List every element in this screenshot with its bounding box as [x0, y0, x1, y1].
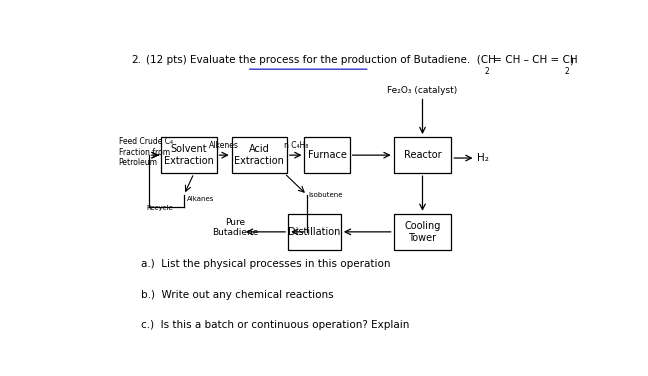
Text: Pure
Butadiene: Pure Butadiene — [213, 218, 259, 237]
Text: (12 pts) Evaluate the process for the production of Butadiene.  (CH: (12 pts) Evaluate the process for the pr… — [146, 55, 496, 65]
Text: ): ) — [569, 55, 573, 65]
FancyBboxPatch shape — [161, 137, 216, 173]
Text: n C₄H₈: n C₄H₈ — [284, 141, 308, 150]
Text: Feed Crude C₄
Fraction from
Petroleum: Feed Crude C₄ Fraction from Petroleum — [119, 137, 172, 167]
Text: = CH – CH = CH: = CH – CH = CH — [491, 55, 578, 65]
Text: c.)  Is this a batch or continuous operation? Explain: c.) Is this a batch or continuous operat… — [141, 320, 410, 330]
Text: Alkanes: Alkanes — [187, 196, 214, 202]
Text: Isobutene: Isobutene — [308, 192, 343, 198]
Text: Cooling
Tower: Cooling Tower — [404, 221, 441, 243]
FancyBboxPatch shape — [305, 137, 350, 173]
Text: 2.: 2. — [131, 55, 141, 65]
Text: Distillation: Distillation — [288, 227, 341, 237]
FancyBboxPatch shape — [393, 137, 452, 173]
Text: Furnace: Furnace — [308, 150, 347, 160]
Text: Acid
Extraction: Acid Extraction — [235, 144, 284, 166]
Text: a.)  List the physical processes in this operation: a.) List the physical processes in this … — [141, 259, 391, 269]
Text: b.)  Write out any chemical reactions: b.) Write out any chemical reactions — [141, 290, 334, 300]
Text: 2: 2 — [485, 67, 489, 76]
Text: Fe₂O₃ (catalyst): Fe₂O₃ (catalyst) — [388, 86, 457, 95]
Text: 2: 2 — [564, 67, 570, 76]
Text: Recycle: Recycle — [146, 205, 173, 211]
FancyBboxPatch shape — [393, 214, 452, 250]
Text: Solvent
Extraction: Solvent Extraction — [164, 144, 214, 166]
Text: Alkenes: Alkenes — [209, 141, 239, 150]
Text: H₂: H₂ — [478, 153, 489, 163]
FancyBboxPatch shape — [288, 214, 341, 250]
Text: Reactor: Reactor — [404, 150, 441, 160]
FancyBboxPatch shape — [232, 137, 287, 173]
